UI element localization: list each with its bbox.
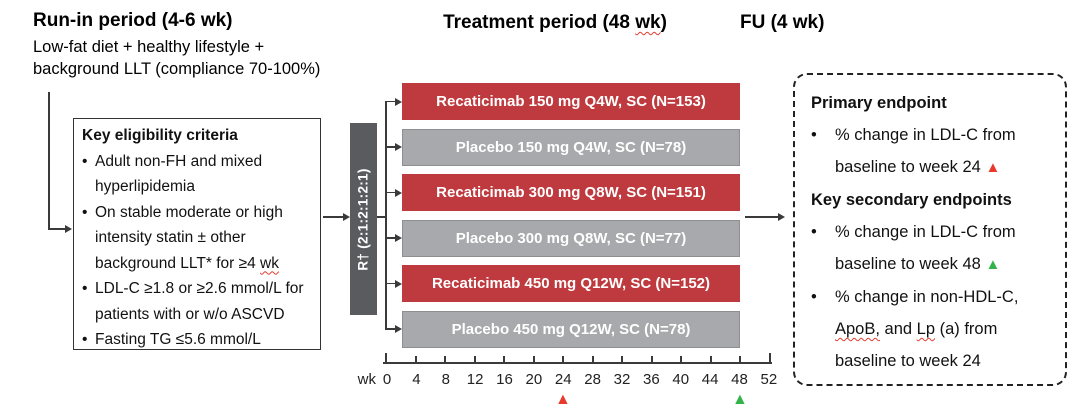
branch-line-6 xyxy=(385,328,396,330)
run-in-arrowhead-icon xyxy=(65,225,72,233)
tick-label: 28 xyxy=(584,371,601,388)
branch-arrowhead-icon xyxy=(395,279,402,288)
primary-endpoint-bullet: • % change in LDL-C from baseline to wee… xyxy=(811,119,1055,184)
primary-endpoint-title: Primary endpoint xyxy=(811,94,947,112)
tick-label: 48 xyxy=(731,371,748,388)
arm-bar-recaticimab-150: Recaticimab 150 mg Q4W, SC (N=153) xyxy=(402,83,740,120)
bullet-icon: • xyxy=(811,126,817,144)
tick-label: 20 xyxy=(525,371,543,388)
randomization-input-arrowhead-icon xyxy=(343,213,350,221)
bullet-icon: • xyxy=(82,152,88,170)
axis-baseline xyxy=(383,362,772,364)
arm-bar-recaticimab-450: Recaticimab 450 mg Q12W, SC (N=152) xyxy=(402,265,740,302)
tick-label: 0 xyxy=(382,371,392,388)
branch-line-5 xyxy=(385,282,396,284)
eligibility-bullet-3: • LDL-C ≥1.8 or ≥2.6 mmol/L for patients… xyxy=(82,276,314,327)
tick-label: 32 xyxy=(613,371,631,388)
tick-label: 8 xyxy=(441,371,450,388)
arm-bar-placebo-150: Placebo 150 mg Q4W, SC (N=78) xyxy=(402,128,740,166)
arm-bar-placebo-450: Placebo 450 mg Q12W, SC (N=78) xyxy=(402,310,740,348)
eligibility-title: Key eligibility criteria xyxy=(82,127,238,144)
branch-arrowhead-icon xyxy=(395,143,402,151)
tick-label: 40 xyxy=(672,371,690,388)
branch-arrowhead-icon xyxy=(395,188,402,197)
tick-label: 52 xyxy=(760,371,778,388)
endpoints-box: Primary endpoint • % change in LDL-C fro… xyxy=(793,73,1067,386)
axis-unit-label: wk xyxy=(357,371,376,388)
branch-arrowhead-icon xyxy=(395,97,402,106)
treatment-title-wk: wk xyxy=(635,12,661,33)
run-in-title: Run-in period (4-6 wk) xyxy=(33,10,233,31)
treatment-title-text: Treatment period (48 xyxy=(443,12,636,33)
branch-line-3 xyxy=(385,191,396,193)
branch-arrowhead-icon xyxy=(395,325,402,333)
axis-tick-labels: 0 4 8 12 16 20 24 28 32 36 40 44 48 52 xyxy=(374,371,782,388)
treatment-period-title: Treatment period (48 wk) xyxy=(400,12,710,34)
bullet-icon: • xyxy=(82,280,88,297)
week24-marker-icon: ▲ xyxy=(555,391,571,408)
axis-tick-marks xyxy=(385,353,771,364)
branch-arrowhead-icon xyxy=(395,234,402,242)
randomization-label: R† (2:1:2:1:2:1) xyxy=(356,167,372,271)
eligibility-bullet-2: • On stable moderate or high intensity s… xyxy=(82,200,314,277)
endpoints-input-arrowhead-icon xyxy=(778,213,785,221)
tick-label: 24 xyxy=(554,371,572,388)
endpoints-input-line xyxy=(745,216,779,218)
bullet-icon: • xyxy=(811,223,817,241)
run-in-connector-vline xyxy=(48,92,50,229)
branch-line-1 xyxy=(385,100,396,102)
run-in-connector-hline xyxy=(48,228,66,230)
branch-stub-line xyxy=(377,216,386,218)
run-in-line2: background LLT (compliance 70-100%) xyxy=(33,60,321,78)
fu-title: FU (4 wk) xyxy=(740,12,825,33)
run-in-line1: Low-fat diet + healthy lifestyle + xyxy=(33,38,265,56)
tick-label: 12 xyxy=(466,371,484,388)
secondary-endpoint-bullet-1: • % change in LDL-C from baseline to wee… xyxy=(811,216,1055,281)
treatment-title-close: ) xyxy=(660,12,667,33)
randomization-bar: R† (2:1:2:1:2:1) xyxy=(350,123,377,315)
branch-line-4 xyxy=(385,237,396,239)
eligibility-bullet-4: • Fasting TG ≤5.6 mmol/L xyxy=(82,327,314,353)
secondary-endpoints-title: Key secondary endpoints xyxy=(811,191,1012,209)
bullet-icon: • xyxy=(811,288,817,306)
bullet-icon: • xyxy=(82,203,88,221)
tick-label: 36 xyxy=(643,371,660,388)
tick-label: 16 xyxy=(496,371,513,388)
branch-line-2 xyxy=(385,146,396,148)
arm-bar-recaticimab-300: Recaticimab 300 mg Q8W, SC (N=151) xyxy=(402,174,740,211)
eligibility-box: Key eligibility criteria • Adult non-FH … xyxy=(73,118,321,350)
tick-label: 44 xyxy=(701,371,719,388)
arm-bar-placebo-300: Placebo 300 mg Q8W, SC (N=77) xyxy=(402,219,740,257)
branch-trunk-line xyxy=(385,101,387,330)
marker-triangle-green-icon: ▲ xyxy=(985,256,1001,273)
marker-triangle-red-icon: ▲ xyxy=(985,159,1001,176)
week48-marker-icon: ▲ xyxy=(732,391,748,408)
bullet-icon: • xyxy=(82,331,88,348)
tick-label: 4 xyxy=(412,371,421,388)
secondary-endpoint-bullet-2: • % change in non-HDL-C, ApoB, and Lp (a… xyxy=(811,281,1055,377)
eligibility-bullet-1: • Adult non-FH and mixed hyperlipidemia xyxy=(82,149,314,200)
randomization-input-line xyxy=(323,216,344,218)
